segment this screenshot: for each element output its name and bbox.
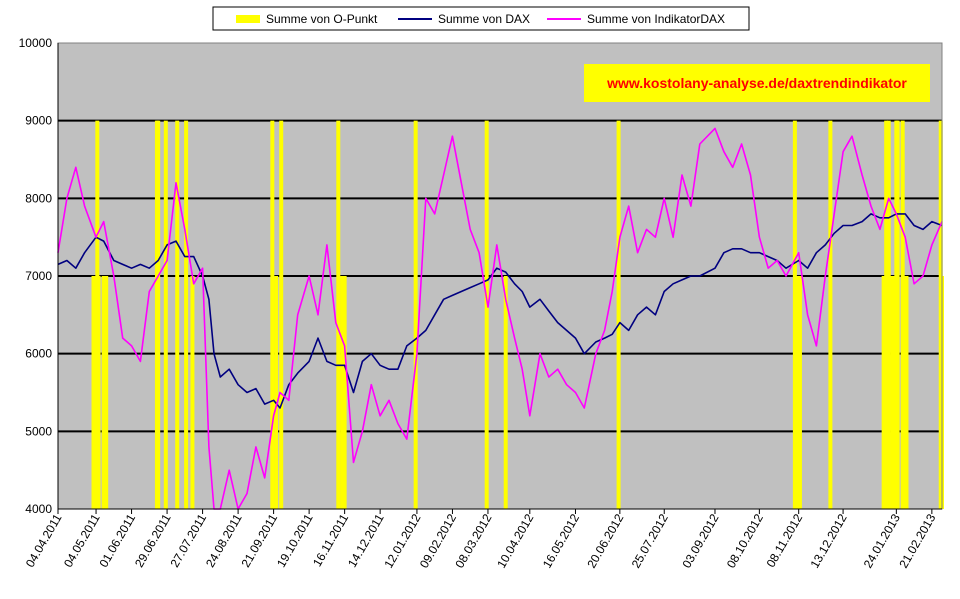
legend-label-opunkt: Summe von O-Punkt: [266, 12, 378, 26]
opunkt-bar: [886, 120, 891, 510]
legend-label-dax: Summe von DAX: [438, 12, 530, 26]
y-tick-label: 6000: [25, 347, 52, 361]
x-tick-label: 08.11.2012: [764, 511, 806, 570]
opunkt-bar: [101, 276, 106, 509]
x-tick-label: 10.04.2012: [494, 511, 536, 570]
opunkt-bar: [184, 120, 189, 510]
watermark-text: www.kostolany-analyse.de/daxtrendindikat…: [606, 75, 907, 91]
opunkt-bar: [797, 276, 802, 509]
opunkt-bar: [881, 276, 886, 509]
opunkt-bar: [340, 276, 345, 509]
y-tick-label: 8000: [25, 191, 52, 205]
x-tick-label: 08.03.2012: [452, 511, 494, 570]
legend-swatch-opunkt: [236, 15, 260, 23]
indikator-series-line: [57, 127, 943, 510]
legend-box: [212, 6, 750, 31]
y-tick-label: 10000: [19, 36, 53, 50]
opunkt-bar: [163, 120, 168, 510]
opunkt-bar: [795, 276, 800, 509]
x-tick-label: 08.10.2012: [724, 511, 766, 570]
opunkt-bar: [274, 276, 279, 509]
watermark-box: [584, 64, 930, 102]
opunkt-bar: [616, 120, 621, 510]
x-tick-label: 13.12.2012: [808, 511, 850, 570]
opunkt-bar: [91, 276, 96, 509]
opunkt-bar: [484, 120, 489, 510]
x-tick-label: 14.12.2011: [345, 511, 387, 570]
x-tick-label: 25.07.2012: [629, 511, 671, 570]
opunkt-bar: [828, 120, 833, 510]
opunkt-bar: [104, 276, 109, 509]
opunkt-bar: [156, 120, 161, 510]
x-tick-label: 20.06.2012: [584, 511, 626, 570]
y-tick-label: 4000: [25, 502, 52, 516]
opunkt-bar: [884, 120, 889, 510]
opunkt-bar: [190, 276, 195, 509]
x-tick-label: 21.02.2013: [896, 511, 938, 570]
legend-label-indikator: Summe von IndikatorDAX: [587, 12, 725, 26]
opunkt-bar: [503, 276, 508, 509]
opunkt-bar: [792, 120, 797, 510]
x-tick-label: 03.09.2012: [679, 511, 721, 570]
opunkt-bar: [175, 120, 180, 510]
opunkt-bar: [413, 120, 418, 510]
opunkt-bar: [890, 276, 895, 509]
opunkt-bar: [900, 120, 905, 510]
opunkt-bar: [270, 120, 275, 510]
x-tick-label: 16.11.2011: [310, 511, 351, 569]
y-tick-label: 9000: [25, 114, 52, 128]
opunkt-bar: [904, 276, 909, 509]
legend: Summe von O-Punkt Summe von DAX Summe vo…: [212, 6, 750, 31]
opunkt-bar: [895, 120, 900, 510]
opunkt-bar: [96, 276, 101, 509]
y-tick-label: 7000: [25, 269, 52, 283]
x-tick-label: 16.05.2012: [540, 511, 582, 570]
x-tick-label: 04.04.2011: [23, 511, 65, 570]
opunkt-bar: [336, 120, 341, 510]
opunkt-bar: [342, 276, 347, 509]
watermark: www.kostolany-analyse.de/daxtrendindikat…: [584, 64, 930, 102]
y-tick-label: 5000: [25, 424, 52, 438]
opunkt-bar: [279, 120, 284, 510]
